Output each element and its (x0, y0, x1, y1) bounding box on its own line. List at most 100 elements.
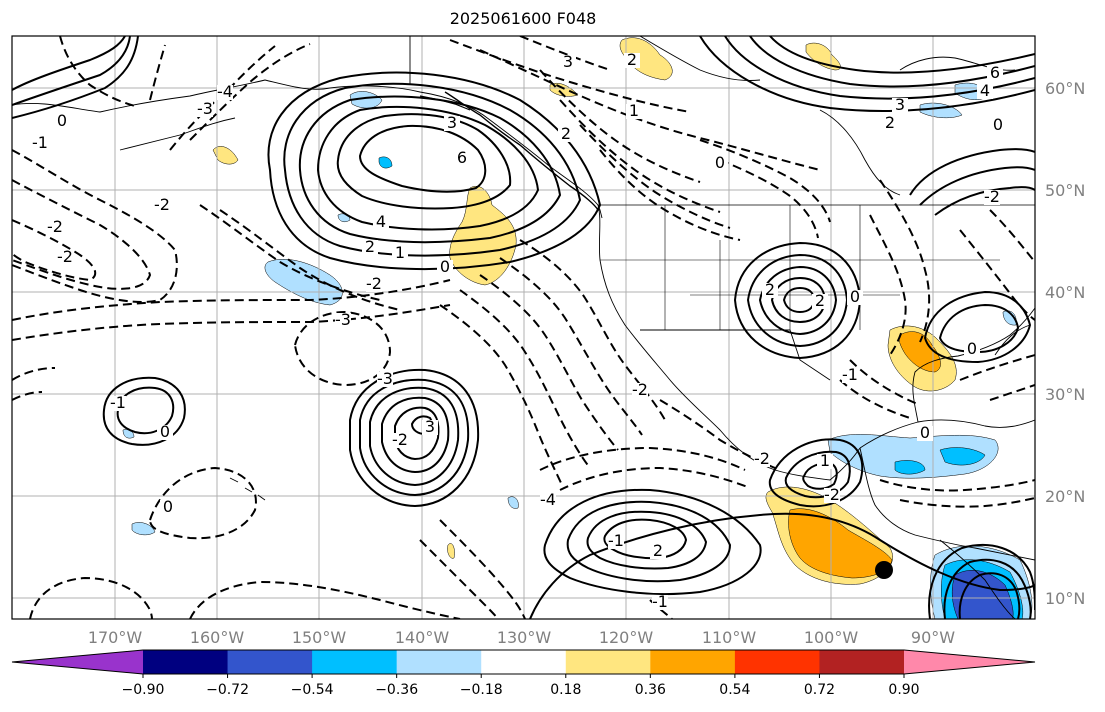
lon-tick-label: 160°W (190, 628, 245, 647)
contour-high-long (529, 512, 1035, 619)
contour-label-bg (422, 420, 438, 435)
contour-label-bg (987, 66, 1003, 81)
contour-label: -2 (154, 195, 170, 214)
contour-label-bg (110, 396, 126, 411)
lat-tick-label: 50°N (1045, 181, 1085, 200)
colorbar-segment (819, 650, 905, 674)
colorbar: −0.90 −0.72 −0.54 −0.36 −0.18 0.18 0.36 0.54 0.7… (11, 649, 1036, 698)
contour-label: 2 (765, 280, 775, 299)
plot-frame (11, 35, 1036, 620)
contour-label-bg (540, 493, 556, 508)
shade-lightblue-gulf (827, 434, 999, 479)
contour-label-bg (154, 198, 170, 213)
lat-tick-label: 20°N (1045, 487, 1085, 506)
contour-label-bg (824, 488, 840, 503)
contour-label: 1 (395, 243, 405, 262)
contour-label: 2 (365, 237, 375, 256)
contour-label: 3 (447, 113, 457, 132)
contour-high-hudson-2 (724, 36, 1035, 100)
contour-label-bg (762, 283, 778, 298)
shade-lightblue-small-1 (131, 522, 156, 536)
contour-label-bg (335, 313, 351, 328)
colorbar-tick-label: 0.72 (804, 682, 835, 698)
contour-high-nepac-6 (358, 124, 487, 193)
contour-label: 6 (990, 63, 1000, 82)
colorbar-tick-label: 0.90 (888, 682, 919, 698)
contour-label-bg (558, 127, 574, 142)
contour-label: -1 (652, 592, 668, 611)
contour-high-epac-2 (566, 500, 732, 583)
contour-neg-25 (719, 159, 819, 239)
contour-label-bg (366, 277, 382, 292)
lon-tick-label: 100°W (804, 628, 859, 647)
contour-neg-30 (839, 379, 911, 419)
contour-high-east-1 (909, 148, 1035, 196)
shade-lightblue-small-2 (507, 496, 519, 509)
shade-lightblue-alaska (349, 91, 383, 109)
contour-label: -2 (47, 217, 63, 236)
contour-label: 4 (376, 212, 386, 231)
contour-label-bg (157, 425, 173, 440)
contour-label-bg (377, 372, 393, 387)
colorbar-tick-label: −0.90 (122, 682, 165, 698)
contour-label-bg (977, 84, 993, 99)
contour-high-nepac-2 (283, 82, 582, 257)
contour-label: -2 (632, 380, 648, 399)
longitude-labels: 170°W 160°W 150°W 140°W 130°W 120°W 110°W 100°W… (88, 628, 955, 647)
coastlines (12, 36, 1035, 619)
contour-neg-6 (189, 43, 311, 141)
contour-high-hudson-4 (769, 36, 1035, 74)
contour-label: 0 (993, 115, 1003, 134)
contour-label: -2 (366, 274, 382, 293)
shade-yellow-small-1 (212, 146, 239, 165)
contour-high-wpac-2 (116, 386, 175, 435)
contour-high-east-2 (919, 166, 1035, 206)
contour-neg-21 (479, 49, 821, 171)
contour-label: -2 (984, 187, 1000, 206)
contour-neg-19 (559, 99, 721, 213)
contour-label-bg (650, 544, 666, 559)
shade-yellow-small-3 (447, 543, 455, 559)
contour-label: -1 (608, 531, 624, 550)
contour-label: 4 (980, 81, 990, 100)
contour-label-bg (454, 151, 470, 166)
contour-label: -1 (110, 393, 126, 412)
contour-label-bg (990, 118, 1006, 133)
contour-label: 6 (457, 148, 467, 167)
contour-neg-9 (219, 209, 401, 311)
contour-label-bg (817, 454, 833, 469)
colorbar-segment (227, 650, 313, 674)
contour-high-nw-2 (12, 36, 131, 106)
colorbar-tick-label: −0.72 (206, 682, 249, 698)
lon-tick-label: 110°W (702, 628, 757, 647)
contour-neg-46 (12, 391, 43, 401)
contour-high-hudson-1 (699, 36, 1035, 112)
contour-label-bg (54, 114, 70, 129)
contour-label: 1 (820, 451, 830, 470)
contour-neg-42 (879, 479, 1035, 492)
contour-neg-1 (12, 149, 178, 303)
contour-label: -3 (335, 310, 351, 329)
contour-label-bg (560, 55, 576, 70)
contour-neg-2 (12, 179, 152, 290)
colorbar-segment (312, 650, 398, 674)
lat-tick-label: 30°N (1045, 385, 1085, 404)
lon-tick-label: 130°W (497, 628, 552, 647)
contour-neg-47 (59, 36, 136, 107)
contour-label: 0 (850, 287, 860, 306)
contour-high-ca-3 (958, 572, 1021, 619)
colorbar-segment (481, 650, 567, 674)
contour-high-ca-1 (928, 544, 1035, 619)
shade-yellow-north-1 (619, 37, 673, 81)
contour-label: 0 (160, 422, 170, 441)
contour-label: 0 (440, 257, 450, 276)
contour-label-bg (444, 116, 460, 131)
colorbar-tick-label: −0.18 (460, 682, 503, 698)
colorbar-tick-label: −0.54 (291, 682, 334, 698)
contour-label: 3 (563, 52, 573, 71)
contour-high-epac-3 (586, 510, 708, 570)
colorbar-max-arrow (904, 650, 1035, 674)
contour-neg-20 (539, 69, 701, 183)
contour-neg-24 (699, 139, 831, 223)
